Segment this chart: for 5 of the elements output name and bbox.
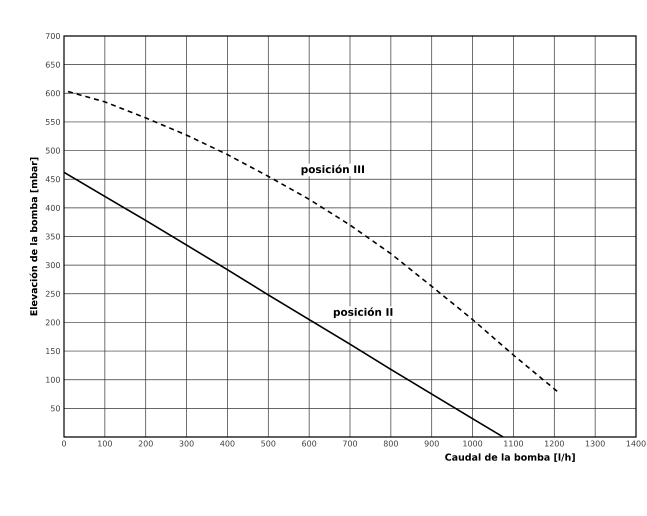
y-axis-title: Elevación de la bomba [mbar] — [30, 158, 38, 316]
x-axis-title: Caudal de la bomba [l/h] — [445, 453, 575, 462]
annotation: posición III — [302, 164, 364, 176]
annotation: posición II — [334, 307, 392, 318]
line-series — [67, 90, 560, 394]
